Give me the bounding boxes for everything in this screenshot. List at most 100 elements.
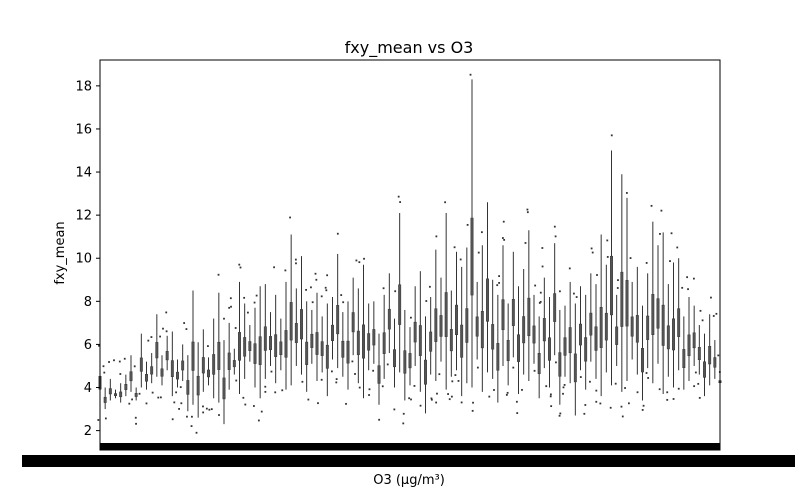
category-box	[676, 246, 681, 390]
outlier-point	[488, 395, 491, 398]
category-box	[650, 204, 655, 384]
iqr-box	[346, 340, 350, 364]
outlier-point	[425, 300, 428, 302]
outlier-point	[555, 361, 557, 364]
iqr-box	[315, 332, 319, 355]
outlier-point	[386, 363, 389, 366]
outlier-point	[102, 365, 105, 368]
x-axis	[22, 443, 795, 467]
category-box	[413, 286, 417, 387]
outlier-point	[218, 414, 220, 416]
category-box	[201, 329, 205, 414]
outlier-point	[305, 288, 307, 291]
category-box	[362, 257, 365, 399]
category-box	[340, 294, 345, 377]
outlier-point	[596, 274, 598, 276]
outlier-point	[131, 398, 133, 401]
outlier-point	[480, 231, 483, 234]
iqr-box	[424, 359, 427, 385]
iqr-box	[367, 333, 371, 351]
outlier-point	[701, 319, 704, 322]
outlier-point	[448, 398, 451, 401]
iqr-box	[491, 324, 495, 350]
category-box	[263, 284, 267, 393]
iqr-box	[243, 337, 247, 357]
outlier-point	[159, 396, 162, 399]
category-box	[459, 258, 464, 404]
outlier-point	[185, 328, 188, 330]
category-box	[123, 357, 128, 397]
iqr-box	[666, 325, 670, 350]
iqr-box	[594, 326, 598, 351]
outlier-point	[301, 380, 304, 383]
category-box	[310, 286, 314, 364]
outlier-point	[641, 409, 644, 411]
outlier-point	[133, 365, 136, 368]
outlier-point	[128, 402, 131, 405]
category-box	[717, 354, 722, 386]
category-box	[444, 201, 449, 395]
iqr-box	[444, 292, 448, 337]
outlier-point	[498, 275, 500, 278]
outlier-point	[568, 267, 571, 270]
outlier-point	[472, 401, 474, 404]
outlier-point	[558, 414, 561, 417]
outlier-point	[311, 301, 314, 304]
chart-title: fxy_mean vs O3	[345, 38, 474, 58]
outlier-point	[330, 370, 333, 373]
outlier-point	[419, 404, 422, 407]
category-box	[102, 365, 107, 420]
iqr-box	[238, 332, 241, 361]
outlier-point	[471, 409, 474, 412]
outlier-point	[368, 388, 371, 391]
outlier-point	[228, 306, 231, 309]
category-box	[402, 309, 407, 425]
outlier-point	[175, 391, 178, 394]
outlier-point	[255, 294, 258, 297]
iqr-box	[413, 321, 417, 343]
outlier-point	[295, 262, 297, 265]
x-tick-band	[100, 443, 720, 450]
outlier-point	[320, 378, 323, 381]
outlier-point	[119, 373, 122, 375]
outlier-point	[669, 260, 671, 263]
outlier-point	[135, 422, 137, 425]
iqr-box	[527, 297, 531, 337]
category-box	[108, 361, 112, 401]
outlier-point	[501, 237, 504, 239]
outlier-point	[260, 410, 263, 413]
category-box	[284, 269, 288, 390]
iqr-box	[186, 380, 190, 395]
category-box	[165, 311, 169, 371]
outlier-point	[503, 238, 506, 241]
y-tick-label: 6	[84, 338, 92, 353]
iqr-box	[305, 341, 309, 365]
y-axis-title: fxy_mean	[53, 221, 68, 284]
outlier-point	[436, 392, 438, 395]
category-box	[205, 345, 211, 411]
category-box	[345, 301, 350, 405]
iqr-box	[408, 353, 412, 369]
outlier-point	[171, 418, 174, 421]
outlier-point	[534, 284, 537, 287]
category-box	[185, 328, 190, 418]
outlier-point	[274, 391, 277, 394]
outlier-point	[457, 380, 460, 382]
outlier-point	[307, 398, 310, 401]
category-box	[645, 262, 650, 379]
outlier-point	[317, 402, 319, 405]
outlier-point	[335, 381, 338, 384]
outlier-point	[614, 382, 617, 385]
iqr-box	[584, 337, 588, 362]
category-box	[227, 297, 232, 390]
outlier-point	[629, 257, 632, 259]
iqr-box	[517, 334, 520, 362]
outlier-point	[549, 393, 552, 396]
outlier-point	[606, 239, 609, 242]
outlier-point	[659, 233, 661, 235]
category-box	[314, 272, 319, 405]
category-box	[97, 344, 102, 421]
iqr-box	[284, 330, 288, 358]
category-box	[210, 318, 216, 411]
